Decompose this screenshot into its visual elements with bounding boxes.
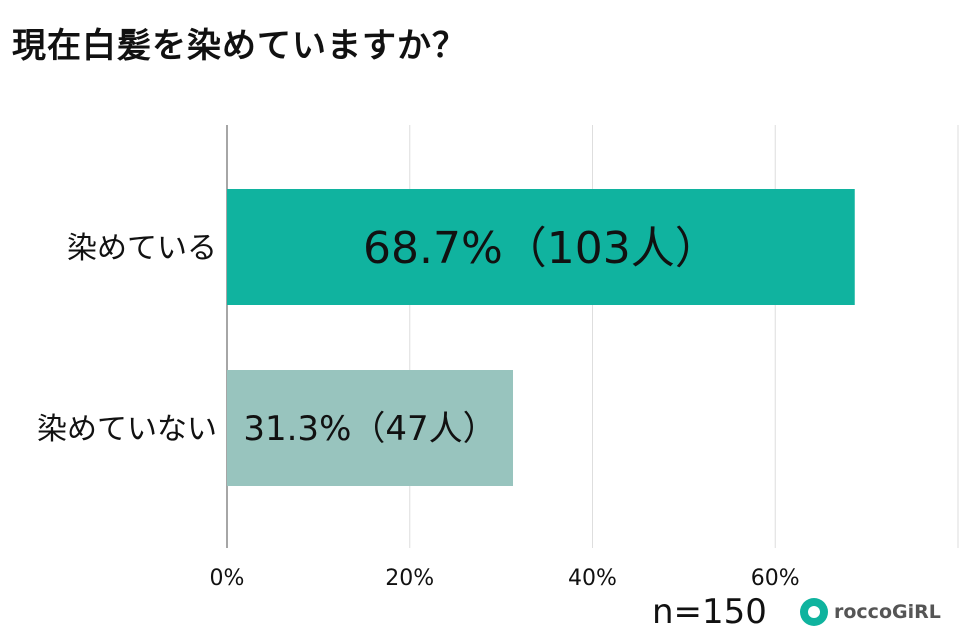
bar-1 [227, 189, 855, 305]
x-tick-label: 20% [385, 566, 434, 591]
category-label: 染めている [67, 231, 217, 266]
bar-2 [227, 370, 514, 486]
brand-mark-icon [800, 598, 828, 626]
category-label: 染めていない [37, 412, 217, 447]
x-tick-label: 40% [568, 566, 617, 591]
x-tick-label: 0% [210, 566, 245, 591]
bar-value-label: 68.7%（103人） [363, 223, 719, 274]
brand-name: roccoGiRL [834, 601, 941, 623]
x-tick-label: 60% [751, 566, 800, 591]
brand-logo: roccoGiRL [800, 598, 941, 626]
bar-value-label: 31.3%（47人） [243, 409, 496, 449]
sample-size-label: n=150 [652, 592, 767, 632]
chart-title: 現在白髪を染めていますか？ [12, 26, 467, 66]
